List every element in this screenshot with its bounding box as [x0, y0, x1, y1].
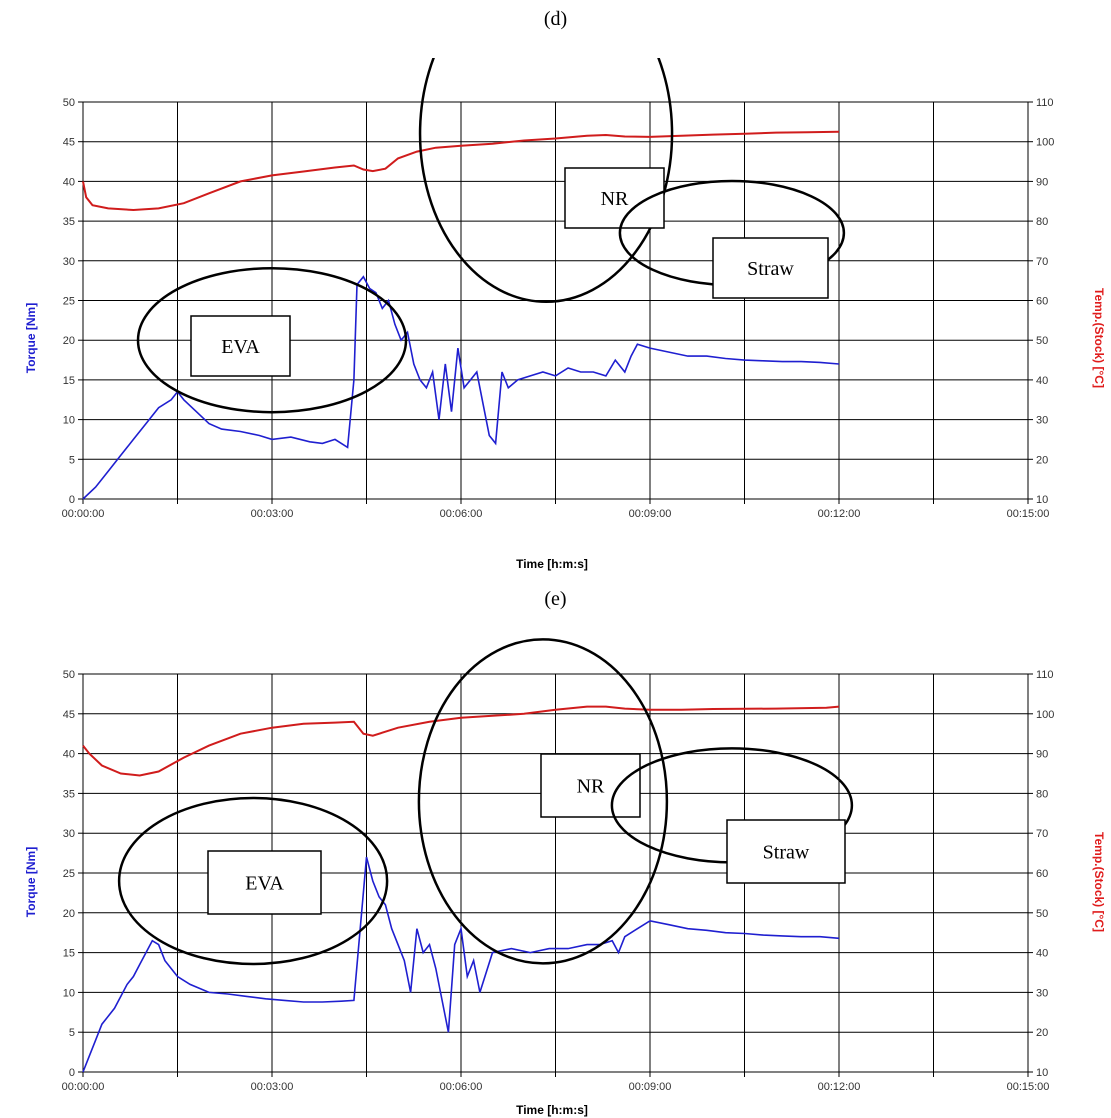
annotation-ellipse-nr [418, 58, 674, 303]
x-tick-label: 00:00:00 [62, 508, 105, 520]
y-tick-label-left: 30 [63, 256, 75, 268]
y-tick-label-right: 60 [1036, 868, 1048, 880]
y-tick-label-left: 15 [63, 948, 75, 960]
annotation-label-nr: NR [601, 188, 629, 210]
x-axis-label: Time [h:m:s] [516, 557, 588, 571]
y-tick-label-right: 100 [1036, 709, 1054, 721]
y-tick-label-left: 10 [63, 415, 75, 427]
y-tick-label-right: 100 [1036, 137, 1054, 149]
y-tick-label-left: 25 [63, 868, 75, 880]
x-tick-label: 00:15:00 [1007, 508, 1050, 520]
y-tick-label-right: 80 [1036, 216, 1048, 228]
y-tick-label-left: 45 [63, 709, 75, 721]
chart-e-svg: 0 10 5 20 10 30 15 40 20 50 25 60 30 70 35 80 40 90 45 100 5… [24, 638, 1106, 1117]
y-tick-label-right: 70 [1036, 256, 1048, 268]
y-axis-label-left: Torque [Nm] [24, 847, 38, 917]
annotation-box-straw [726, 819, 846, 884]
y-tick-label-right: 110 [1036, 669, 1054, 681]
annotation-box-straw [712, 237, 829, 299]
y-tick-label-left: 20 [63, 908, 75, 920]
y-tick-label-right: 40 [1036, 948, 1048, 960]
x-tick-label: 00:06:00 [440, 1081, 483, 1093]
y-tick-label-right: 20 [1036, 454, 1048, 466]
y-tick-label-right: 10 [1036, 1067, 1048, 1079]
series-line-torque [82, 856, 840, 1073]
x-tick-label: 00:15:00 [1007, 1081, 1050, 1093]
annotation-label-eva: EVA [221, 336, 260, 358]
x-tick-label: 00:03:00 [251, 508, 294, 520]
y-tick-label-right: 10 [1036, 494, 1048, 506]
y-tick-label-left: 35 [63, 788, 75, 800]
annotation-label-straw: Straw [747, 258, 794, 280]
y-tick-label-right: 50 [1036, 908, 1048, 920]
y-axis-label-left: Torque [Nm] [24, 303, 38, 373]
y-axis-label-right: Temp.(Stock) [°C] [1092, 288, 1106, 388]
y-tick-label-right: 30 [1036, 415, 1048, 427]
y-tick-label-left: 50 [63, 669, 75, 681]
plot-frame [82, 673, 1029, 1073]
x-tick-label: 00:09:00 [629, 1081, 672, 1093]
y-axis-label-right: Temp.(Stock) [°C] [1092, 832, 1106, 932]
annotation-ellipse-eva [136, 266, 408, 414]
y-tick-label-left: 0 [69, 494, 75, 506]
y-tick-label-right: 90 [1036, 176, 1048, 188]
annotation-ellipse-nr [417, 638, 669, 965]
y-tick-label-left: 40 [63, 176, 75, 188]
y-tick-label-right: 20 [1036, 1027, 1048, 1039]
annotation-label-eva: EVA [245, 873, 284, 895]
y-tick-label-right: 80 [1036, 788, 1048, 800]
x-axis-label: Time [h:m:s] [516, 1103, 588, 1117]
x-tick-label: 00:12:00 [818, 1081, 861, 1093]
plot-frame [82, 101, 1029, 500]
panel-label-e: (e) [544, 588, 567, 610]
y-tick-label-right: 90 [1036, 749, 1048, 761]
series-line-temperature [82, 705, 840, 777]
chart-d-svg: 0 10 5 20 10 30 15 40 20 50 25 60 30 70 35 80 40 90 45 100 5… [24, 58, 1106, 571]
panel-label-d: (d) [543, 8, 568, 30]
y-tick-label-right: 110 [1036, 97, 1054, 109]
y-tick-label-right: 40 [1036, 375, 1048, 387]
annotation-box-eva [207, 850, 322, 915]
y-tick-label-right: 60 [1036, 296, 1048, 308]
y-tick-label-left: 5 [69, 454, 75, 466]
y-tick-label-left: 35 [63, 216, 75, 228]
x-tick-label: 00:12:00 [818, 508, 861, 520]
y-tick-label-left: 50 [63, 97, 75, 109]
y-tick-label-right: 30 [1036, 987, 1048, 999]
y-tick-label-left: 15 [63, 375, 75, 387]
y-tick-label-left: 0 [69, 1067, 75, 1079]
annotation-box-nr [540, 753, 641, 818]
x-tick-label: 00:00:00 [62, 1081, 105, 1093]
y-tick-label-left: 40 [63, 749, 75, 761]
y-tick-label-left: 30 [63, 828, 75, 840]
y-tick-label-right: 70 [1036, 828, 1048, 840]
annotation-label-nr: NR [577, 776, 605, 798]
y-tick-label-right: 50 [1036, 335, 1048, 347]
y-tick-label-left: 10 [63, 987, 75, 999]
y-tick-label-left: 45 [63, 137, 75, 149]
annotation-label-straw: Straw [763, 842, 810, 864]
y-tick-label-left: 20 [63, 335, 75, 347]
x-tick-label: 00:03:00 [251, 1081, 294, 1093]
annotation-box-nr [564, 167, 665, 229]
annotation-ellipse-eva [117, 796, 389, 966]
series-line-torque [82, 275, 840, 500]
y-tick-label-left: 25 [63, 296, 75, 308]
x-tick-label: 00:09:00 [629, 508, 672, 520]
annotation-box-eva [190, 315, 291, 377]
x-tick-label: 00:06:00 [440, 508, 483, 520]
y-tick-label-left: 5 [69, 1027, 75, 1039]
